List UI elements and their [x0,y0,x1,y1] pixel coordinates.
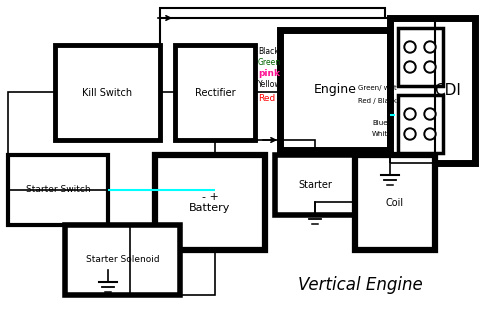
Bar [55,45,160,140]
Text: Black: Black [258,47,279,56]
Bar [8,155,108,225]
Text: Blue/: Blue/ [372,120,390,126]
Circle shape [406,130,414,138]
Text: Starter: Starter [298,180,332,190]
Circle shape [424,128,436,140]
Circle shape [426,130,434,138]
Text: Starter Solenoid: Starter Solenoid [86,256,159,265]
Circle shape [406,110,414,118]
Text: Rectifier: Rectifier [195,87,235,97]
Circle shape [404,41,416,53]
Circle shape [426,110,434,118]
Text: - +
Battery: - + Battery [189,192,231,213]
Circle shape [404,108,416,120]
Text: White: White [372,131,392,137]
Bar [175,45,255,140]
Circle shape [426,63,434,71]
Bar [65,225,180,295]
Circle shape [404,128,416,140]
Text: Vertical Engine: Vertical Engine [298,276,422,294]
Text: Coil: Coil [386,198,404,207]
Circle shape [424,41,436,53]
Circle shape [424,108,436,120]
Bar [155,155,265,250]
Bar [275,155,355,215]
Bar [390,18,475,163]
Text: Red / Black: Red / Black [358,98,397,104]
Circle shape [424,61,436,73]
Circle shape [426,43,434,51]
Text: pink: pink [258,69,280,78]
Text: Kill Switch: Kill Switch [83,87,132,97]
Circle shape [406,43,414,51]
Text: Engine: Engine [313,83,357,96]
Text: Red: Red [258,94,275,103]
Bar [280,30,390,150]
Text: Green: Green [258,58,281,67]
Bar [355,155,435,250]
Bar [398,28,443,86]
Circle shape [406,63,414,71]
Text: Starter Switch: Starter Switch [26,186,90,195]
Text: CDI: CDI [434,83,461,98]
Text: Yellow: Yellow [258,80,282,89]
Bar [398,95,443,153]
Circle shape [404,61,416,73]
Text: Green/ wht: Green/ wht [358,85,397,91]
